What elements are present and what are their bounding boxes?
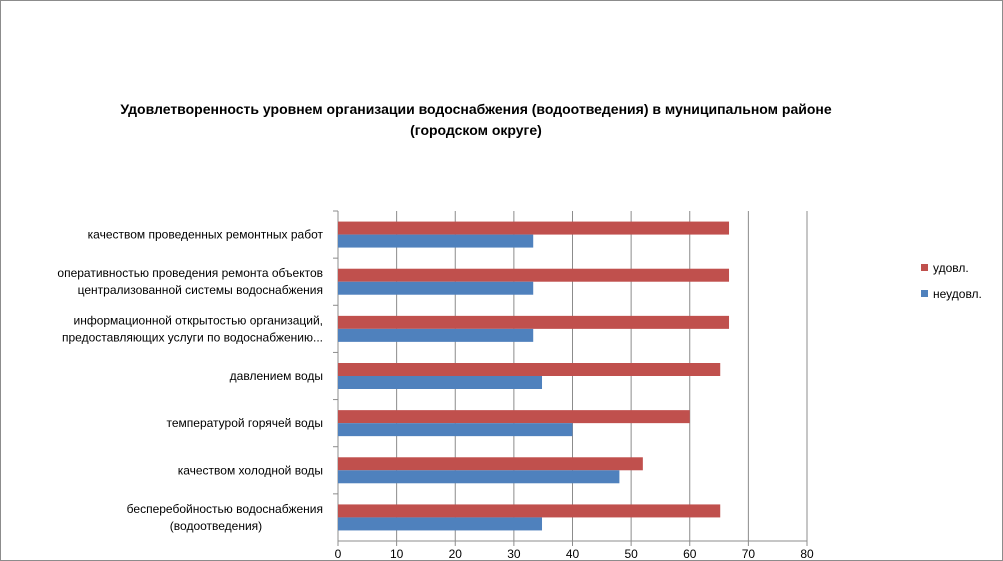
legend-label: неудовл. xyxy=(933,287,982,301)
chart-title-line-1: Удовлетворенность уровнем организации во… xyxy=(120,101,832,117)
bar-unsatisfied xyxy=(338,328,534,342)
chart-title-line-2: (городском округе) xyxy=(410,122,542,138)
bar-unsatisfied xyxy=(338,376,543,389)
category-label: бесперебойностью водоснабжения xyxy=(127,502,323,516)
x-tick-label: 60 xyxy=(683,547,697,560)
x-tick-label: 20 xyxy=(449,547,463,560)
category-label: (водоотведения) xyxy=(170,519,262,533)
category-label: централизованной системы водоснабжения xyxy=(78,283,323,297)
bar-satisfied xyxy=(338,363,721,376)
bar-unsatisfied xyxy=(338,423,573,437)
bar-satisfied xyxy=(338,457,643,471)
x-tick-label: 30 xyxy=(507,547,521,560)
bar-satisfied xyxy=(338,221,730,235)
bar-satisfied xyxy=(338,268,730,282)
bar-satisfied xyxy=(338,504,721,518)
bar-unsatisfied xyxy=(338,281,534,295)
category-label: информационной открытостью организаций, xyxy=(73,313,323,327)
category-label: оперативностью проведения ремонта объект… xyxy=(57,266,323,280)
bar-unsatisfied xyxy=(338,517,543,531)
x-tick-label: 50 xyxy=(624,547,638,560)
legend-swatch xyxy=(921,264,928,271)
category-label: давлением воды xyxy=(230,369,323,383)
bar-satisfied xyxy=(338,410,690,424)
x-tick-label: 0 xyxy=(335,547,342,560)
bar-satisfied xyxy=(338,315,730,329)
category-label: качеством проведенных ремонтных работ xyxy=(88,228,324,242)
legend-swatch xyxy=(921,290,928,297)
category-label: качеством холодной воды xyxy=(178,463,323,477)
legend-label: удовл. xyxy=(933,261,969,275)
bar-unsatisfied xyxy=(338,234,534,248)
category-label: предоставляющих услуги по водоснабжению.… xyxy=(62,330,323,344)
x-tick-label: 10 xyxy=(390,547,404,560)
chart-title: Удовлетворенность уровнем организации во… xyxy=(61,99,891,141)
x-tick-label: 70 xyxy=(742,547,756,560)
x-tick-label: 80 xyxy=(800,547,814,560)
bar-unsatisfied xyxy=(338,470,620,484)
x-tick-label: 40 xyxy=(566,547,580,560)
category-label: температурой горячей воды xyxy=(167,416,324,430)
